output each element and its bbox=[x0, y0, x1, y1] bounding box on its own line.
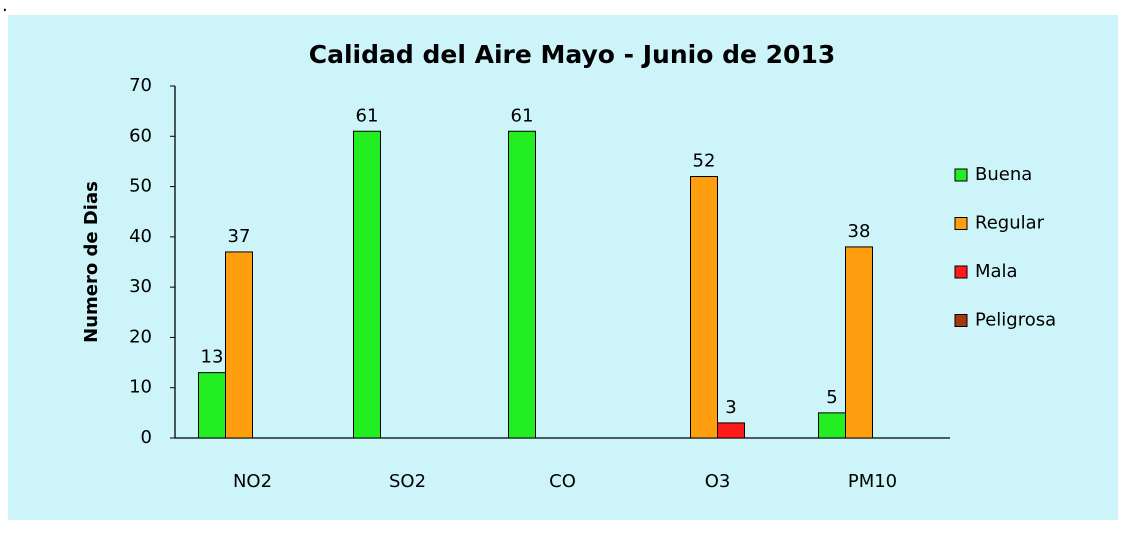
x-tick-label: NO2 bbox=[233, 471, 272, 492]
bar bbox=[353, 130, 381, 439]
chart-title: Calidad del Aire Mayo - Junio de 2013 bbox=[309, 40, 835, 69]
y-axis-label: Numero de Dias bbox=[81, 181, 102, 343]
x-tick-label: O3 bbox=[705, 471, 731, 492]
legend-swatch bbox=[954, 314, 968, 327]
bar bbox=[690, 176, 718, 439]
data-label: 37 bbox=[228, 226, 251, 247]
bar bbox=[198, 372, 226, 439]
x-tick-label: SO2 bbox=[389, 471, 426, 492]
data-label: 61 bbox=[511, 105, 534, 126]
data-label: 52 bbox=[693, 151, 716, 172]
data-label: 3 bbox=[725, 397, 736, 418]
legend-swatch bbox=[954, 265, 968, 279]
data-label: 38 bbox=[848, 221, 871, 242]
y-tick-label: 40 bbox=[129, 226, 152, 247]
legend-swatch bbox=[954, 217, 968, 230]
bar bbox=[717, 422, 745, 439]
x-tick-label: PM10 bbox=[848, 471, 897, 492]
legend-swatch bbox=[954, 168, 968, 182]
y-tick-label: 0 bbox=[141, 427, 152, 448]
data-label: 5 bbox=[826, 387, 837, 408]
legend-label: Regular bbox=[975, 213, 1045, 234]
legend-label: Buena bbox=[975, 164, 1032, 185]
chart-background bbox=[8, 15, 1118, 520]
legend-label: Peligrosa bbox=[975, 310, 1056, 331]
y-tick-label: 10 bbox=[129, 377, 152, 398]
bar bbox=[225, 251, 253, 439]
data-label: 13 bbox=[201, 347, 224, 368]
bar bbox=[818, 412, 846, 439]
y-tick-label: 60 bbox=[129, 125, 152, 146]
x-tick-label: CO bbox=[549, 471, 576, 492]
bar bbox=[508, 130, 536, 439]
y-tick-label: 20 bbox=[129, 326, 152, 347]
legend-label: Mala bbox=[975, 261, 1018, 282]
bar bbox=[845, 246, 873, 439]
y-tick-label: 30 bbox=[129, 276, 152, 297]
y-tick-label: 70 bbox=[129, 75, 152, 96]
y-tick-label: 50 bbox=[129, 176, 152, 197]
corner-mark: . bbox=[2, 0, 8, 16]
data-label: 61 bbox=[356, 105, 379, 126]
